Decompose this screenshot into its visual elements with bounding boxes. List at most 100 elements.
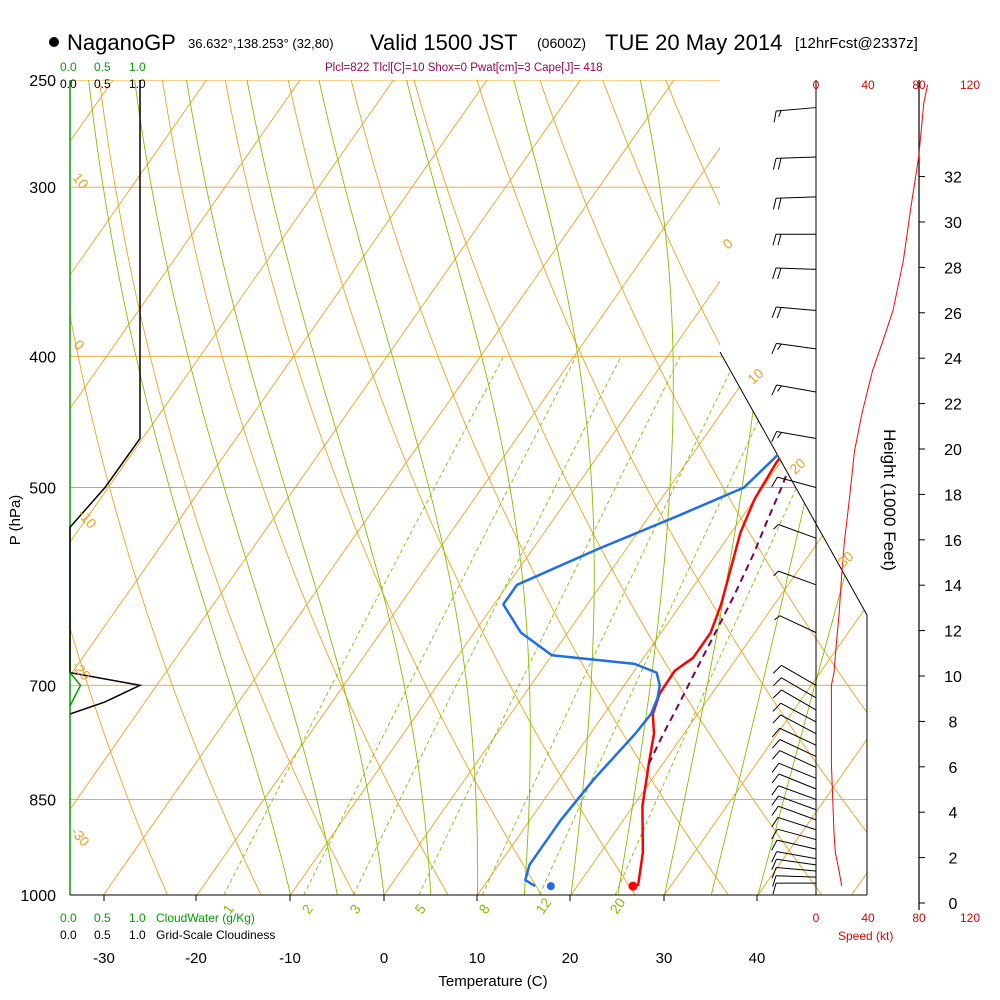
height-tick-label: 10 — [944, 669, 962, 686]
x-axis-title: Temperature (C) — [438, 973, 547, 990]
wind-barb — [772, 714, 817, 735]
wind-top-0: 0 — [813, 78, 820, 92]
dry-adiabat-line — [344, 80, 729, 895]
dry-adiabat-line — [407, 80, 823, 895]
cloudiness-label: Grid-Scale Cloudiness — [156, 928, 275, 942]
wind-barb — [771, 858, 817, 870]
wind-barb — [771, 816, 817, 831]
x-tick-label: 10 — [469, 950, 486, 967]
isotherm-label: 20 — [786, 455, 808, 477]
wind-barb — [771, 773, 817, 790]
moist-adiabat-line — [246, 80, 432, 895]
isotherm-line — [103, 80, 675, 895]
height-tick-label: 28 — [944, 260, 962, 277]
forecast-tag: [12hrFcst@2337z] — [795, 35, 918, 52]
moist-adiabat-line — [513, 80, 595, 895]
wind-barb — [771, 867, 817, 879]
bottom-green-2: 1.0 — [129, 911, 146, 925]
wind-barb — [773, 524, 817, 539]
top-black-2: 1.0 — [129, 77, 146, 91]
top-green-1: 0.5 — [94, 60, 111, 74]
dry-adiabat-line — [158, 80, 449, 895]
wind-barb — [771, 839, 817, 851]
dry-adiabat-label: 10 — [70, 170, 92, 192]
wind-speed-label: Speed (kt) — [838, 929, 893, 943]
y-axis-title: P (hPa) — [7, 495, 24, 546]
station-name: NaganoGP — [67, 30, 176, 55]
wind-barb — [771, 805, 817, 821]
wind-barb — [771, 762, 817, 779]
station-coords: 36.632°,138.253° (32,80) — [188, 36, 334, 51]
wind-barb — [772, 875, 817, 887]
mixing-ratio-line — [481, 356, 738, 895]
dry-adiabat-line — [842, 80, 867, 895]
dry-adiabat-line — [967, 56, 1000, 895]
moist-adiabat-line — [406, 80, 531, 895]
wind-barb — [772, 702, 817, 723]
wind-barb — [771, 431, 817, 443]
height-tick-label: 4 — [949, 805, 958, 822]
station-bullet-icon — [49, 37, 59, 47]
wind-barb — [771, 342, 817, 355]
wind-bottom-2: 80 — [912, 911, 926, 925]
dewpoint-line — [502, 107, 867, 888]
moist-adiabat-line — [186, 80, 385, 895]
pressure-tick-label: 400 — [29, 349, 56, 366]
isotherm-line — [196, 80, 768, 895]
valid-zulu: (0600Z) — [537, 35, 586, 51]
dry-adiabat-label: 0 — [71, 337, 88, 353]
isotherm-line — [70, 80, 581, 895]
height-tick-label: 14 — [944, 578, 962, 595]
wind-barb — [772, 664, 817, 686]
mixing-ratio-label: 20 — [606, 895, 628, 917]
mixing-ratio-label: 3 — [346, 901, 364, 917]
dry-adiabat-label: -10 — [75, 506, 100, 532]
wind-speed-profile — [830, 84, 929, 887]
bottom-green-0: 0.0 — [60, 911, 77, 925]
wind-bottom-3: 120 — [960, 911, 980, 925]
height-tick-label: 16 — [944, 533, 962, 550]
wind-barb — [773, 107, 817, 123]
dry-adiabat-line — [282, 80, 636, 895]
height-tick-label: 32 — [944, 170, 962, 187]
wind-barb — [771, 476, 817, 488]
wind-barb — [771, 384, 817, 396]
x-tick-label: 0 — [380, 950, 388, 967]
plot-frame — [69, 80, 920, 910]
isotherm-label: 30 — [834, 548, 856, 570]
height-tick-label: 24 — [944, 351, 962, 368]
height-tick-label: 26 — [944, 306, 962, 323]
isotherm-line — [70, 80, 301, 895]
wind-bottom-1: 40 — [861, 911, 875, 925]
x-tick-label: 40 — [749, 950, 766, 967]
dry-adiabat-label: -20 — [69, 658, 94, 684]
moist-adiabat-line — [88, 80, 291, 895]
cloud-water-profile — [69, 672, 82, 707]
wind-barb — [772, 882, 816, 895]
height-tick-label: 8 — [949, 714, 958, 731]
wind-top-1: 40 — [861, 78, 875, 92]
pressure-tick-label: 700 — [29, 678, 56, 695]
parcel-line — [647, 431, 808, 765]
moist-adiabat-line — [757, 80, 867, 895]
wind-top-2: 80 — [912, 78, 926, 92]
pressure-tick-label: 850 — [29, 792, 56, 809]
dry-adiabat-line — [70, 80, 168, 895]
moist-adiabat-line — [318, 80, 479, 895]
wind-panel — [771, 84, 929, 895]
dry-adiabat-line — [593, 80, 867, 895]
top-green-0: 0.0 — [60, 60, 77, 74]
sounding-lines — [502, 107, 867, 891]
axis-ticks: -30 -20 -10 0 10 20 30 402503004005007008501000… — [20, 73, 962, 967]
mixing-ratio-line — [303, 356, 577, 895]
dry-adiabat-line — [531, 80, 867, 895]
top-green-2: 1.0 — [129, 60, 146, 74]
wind-barb — [772, 196, 817, 210]
cloud-water-label: CloudWater (g/Kg) — [156, 911, 255, 925]
wind-barb — [772, 156, 817, 170]
top-black-0: 0.0 — [60, 77, 77, 91]
x-tick-label: 20 — [562, 950, 579, 967]
wind-barb — [771, 828, 817, 841]
mixing-ratio-line — [223, 356, 504, 895]
